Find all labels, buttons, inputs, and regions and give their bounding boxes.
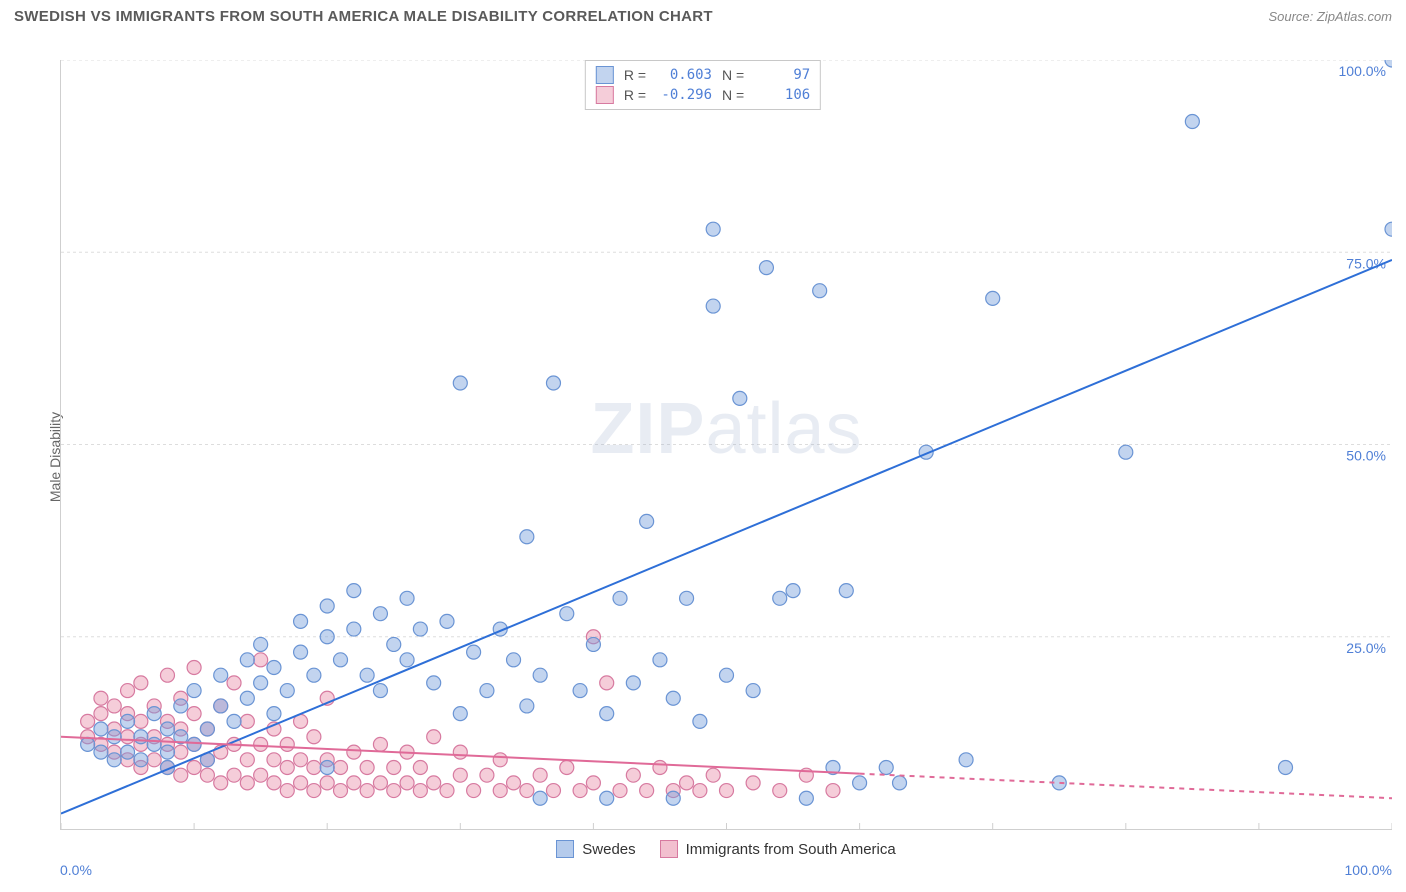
stats-row-swedes: R = 0.603 N = 97 [596,65,810,85]
x-axis-max-label: 100.0% [1345,862,1392,878]
chart-source: Source: ZipAtlas.com [1268,9,1392,24]
svg-text:75.0%: 75.0% [1346,255,1386,271]
r-value-swedes: 0.603 [656,65,712,85]
svg-text:100.0%: 100.0% [1339,63,1386,79]
r-value-immigrants: -0.296 [656,85,712,105]
legend-item-immigrants: Immigrants from South America [660,840,896,858]
swatch-immigrants-icon [660,840,678,858]
chart-header: SWEDISH VS IMMIGRANTS FROM SOUTH AMERICA… [0,0,1406,31]
n-label: N = [722,65,744,85]
stats-legend: R = 0.603 N = 97 R = -0.296 N = 106 [585,60,821,110]
r-label: R = [624,85,646,105]
svg-text:25.0%: 25.0% [1346,640,1386,656]
swatch-swedes [596,66,614,84]
x-axis-min-label: 0.0% [60,862,92,878]
chart-wrap: Male Disability ZIPatlas 25.0%50.0%75.0%… [14,36,1392,878]
scatter-svg: 25.0% 50.0% 75.0% 100.0% [61,60,1392,829]
stats-row-immigrants: R = -0.296 N = 106 [596,85,810,105]
swatch-swedes-icon [556,840,574,858]
svg-text:50.0%: 50.0% [1346,448,1386,464]
n-value-immigrants: 106 [754,85,810,105]
legend-label-immigrants: Immigrants from South America [686,841,896,858]
plot-area: ZIPatlas 25.0%50.0%75.0%100.0% [60,60,1392,830]
series-legend: Swedes Immigrants from South America [60,840,1392,858]
r-label: R = [624,65,646,85]
legend-item-swedes: Swedes [556,840,635,858]
chart-title: SWEDISH VS IMMIGRANTS FROM SOUTH AMERICA… [14,8,713,25]
n-value-swedes: 97 [754,65,810,85]
n-label: N = [722,85,744,105]
swatch-immigrants [596,86,614,104]
legend-label-swedes: Swedes [582,841,635,858]
